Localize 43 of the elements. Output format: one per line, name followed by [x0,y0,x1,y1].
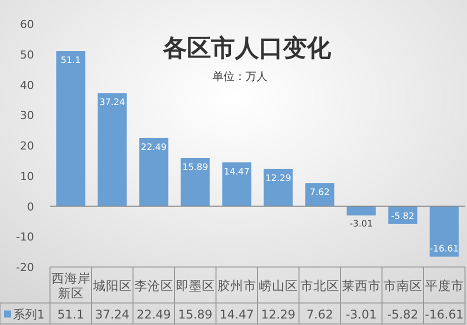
data-label: -5.82 [391,212,414,222]
x-tick-label: 市北区 [300,278,340,293]
y-tick-label: 30 [20,109,34,122]
text: 22.49 [136,308,171,322]
text: 单位：万人 [212,70,268,83]
y-tick-label: 60 [20,18,34,31]
x-tick-label: 城阳区 [92,278,132,293]
y-tick-label: -20 [16,261,34,274]
y-tick-label: 20 [20,140,34,152]
chart-title: 各区市人口变化 [162,34,332,62]
text: 37.24 [95,308,130,322]
data-label: 14.47 [224,167,250,178]
legend-label: 系列1 [13,308,45,322]
y-tick-label: 40 [20,78,34,92]
y-tick-label: 0 [27,200,34,214]
data-label: 51.1 [60,56,81,66]
data-label: 22.49 [140,142,167,153]
category-label: 西海岸 [51,270,90,286]
data-label: 7.62 [310,188,330,198]
text: -3.01 [346,308,377,322]
y-tick-label: -10 [16,230,34,244]
x-tick-label: 市南区 [383,278,422,293]
text: 51.1 [57,308,84,322]
x-tick-label: 李沧区 [134,278,174,293]
data-label: -16.61 [430,244,459,255]
text: 14.47 [220,308,254,322]
data-label: 37.24 [99,98,126,108]
x-tick-label: 平度市 [424,278,464,293]
data-label: 12.29 [265,174,292,184]
x-tick-label: 即墨区 [176,278,215,293]
data-label: 15.89 [182,162,208,173]
text: -5.82 [387,308,418,322]
x-tick-label: 莱西市 [342,278,381,293]
x-tick-label: 胶州市 [217,278,256,293]
text: 15.89 [178,308,212,322]
x-tick-label: 崂山区 [258,278,298,293]
text: 7.62 [306,308,334,322]
y-tick-label: 50 [20,48,34,62]
category-label: 新区 [58,286,84,300]
data-label: -3.01 [350,219,373,230]
text: 12.29 [261,308,296,322]
text: -16.61 [424,308,464,322]
y-tick-label: 10 [20,170,34,183]
